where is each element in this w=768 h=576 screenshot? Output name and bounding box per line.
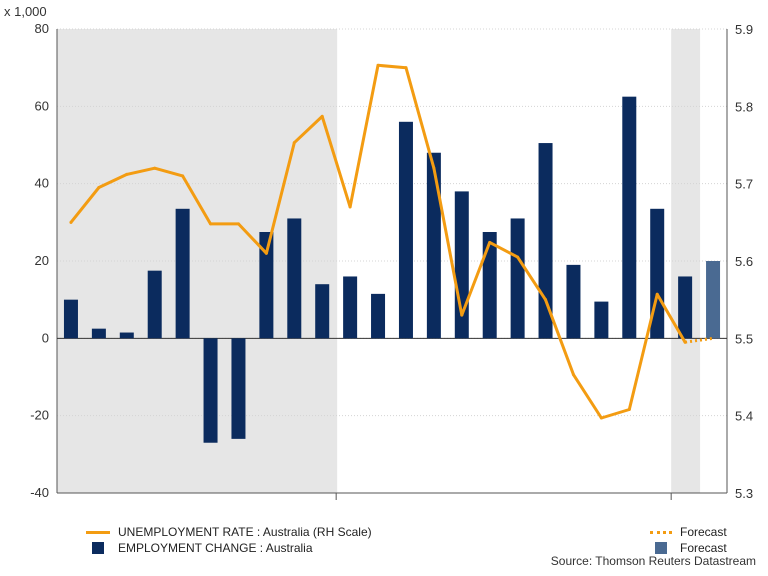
employment-change-bar [594,301,609,339]
legend-item-line-forecast: Forecast [650,525,727,539]
y-right-tick-label: 5.5 [735,331,753,346]
unemployment-rate-point [97,186,101,190]
unemployment-rate-point [627,407,631,411]
legend-label-employment-change: EMPLOYMENT CHANGE : Australia [118,541,313,555]
unemployment-rate-point [460,313,464,317]
legend-label-bar-forecast: Forecast [680,541,727,555]
bar-swatch-icon [92,542,104,554]
legend-item-unemployment-rate: UNEMPLOYMENT RATE : Australia (RH Scale) [86,525,372,539]
unemployment-rate-point [516,255,520,259]
y-right-tick-label: 5.8 [735,99,753,114]
y-left-tick-label: 40 [35,176,49,191]
unemployment-rate-point [125,172,129,176]
employment-change-bar [91,328,106,339]
unemployment-rate-point [655,292,659,296]
employment-change-bar [63,299,78,339]
employment-change-bar [482,232,497,339]
employment-change-bar [622,96,637,339]
y-left-tick-label: -40 [30,485,49,500]
legend-label-unemployment-rate: UNEMPLOYMENT RATE : Australia (RH Scale) [118,525,372,539]
y-right-tick-label: 5.4 [735,409,753,424]
legend-label-line-forecast: Forecast [680,525,727,539]
employment-change-bar [678,276,693,339]
unemployment-rate-point [432,166,436,170]
legend-item-bar-forecast: Forecast [650,541,727,555]
y-left-tick-label: 60 [35,98,49,113]
y-right-tick-label: 5.9 [735,22,753,37]
y-left-tick-label: 20 [35,253,49,268]
unemployment-rate-point [544,298,548,302]
forecast-bar-swatch-icon [655,542,667,554]
chart: -40 -20 0 20 40 60 80 5.3 5.4 5.5 5.6 5.7 5.8 5.9 x 1,… [4,4,753,500]
employment-change-bar [175,208,190,339]
unemployment-rate-point [69,220,73,224]
unemployment-rate-point [292,141,296,145]
unemployment-rate-point [236,222,240,226]
employment-change-bar [426,152,441,339]
employment-change-bar [231,338,246,439]
source-note: Source: Thomson Reuters Datastream [550,554,756,568]
unemployment-rate-point [320,114,324,118]
forecast-bar [706,261,721,339]
employment-change-bar [259,232,274,339]
employment-change-bar [510,218,525,339]
employment-change-bar [147,270,162,339]
unemployment-rate-point [599,416,603,420]
unemployment-rate-point [348,205,352,209]
unemployment-rate-point [488,240,492,244]
y-left-tick-label: 80 [35,21,49,36]
unemployment-rate-point [404,66,408,70]
y-right-tick-label: 5.7 [735,177,753,192]
unemployment-rate-point [571,373,575,377]
employment-change-bar [287,218,302,339]
unemployment-rate-point [209,222,213,226]
unemployment-rate-point [264,251,268,255]
legend-item-employment-change: EMPLOYMENT CHANGE : Australia [86,541,313,555]
y-left-tick-label: 0 [42,330,49,345]
line-swatch-icon [86,530,110,534]
y-left-tick-label: -20 [30,408,49,423]
y-right-tick-label: 5.6 [735,254,753,269]
employment-change-bar [119,332,134,339]
employment-change-bar [343,276,358,339]
unemployment-rate-point [376,63,380,67]
employment-change-bar [538,143,553,339]
dotted-line-swatch-icon [650,530,672,534]
unemployment-rate-point [153,166,157,170]
y-left-axis-label: x 1,000 [4,4,47,19]
y-right-tick-label: 5.3 [735,486,753,500]
employment-change-bar [371,293,386,339]
employment-change-bar [203,338,218,443]
unemployment-rate-point [181,174,185,178]
employment-change-bar [566,264,581,339]
employment-change-bar [315,284,330,339]
employment-change-bar [398,121,413,339]
